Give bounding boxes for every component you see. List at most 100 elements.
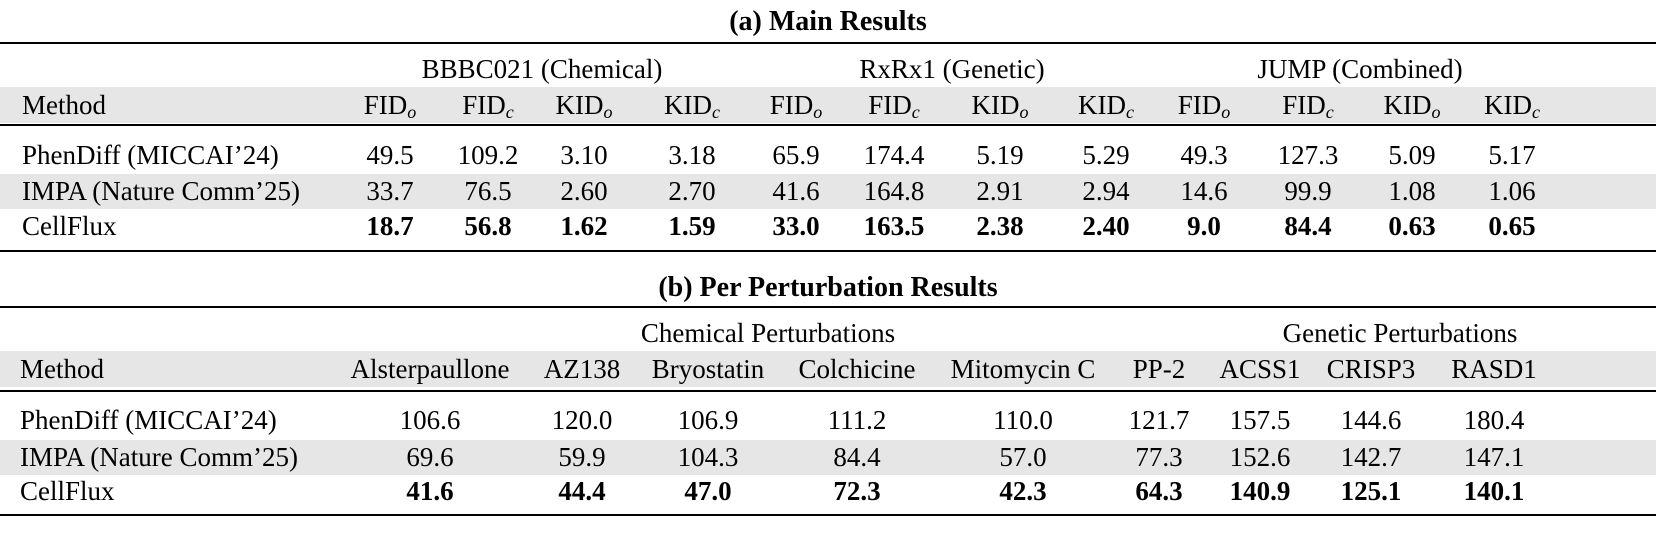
table-b-top-rule — [0, 306, 1656, 308]
metric-subscript: o — [603, 102, 613, 122]
table-b-value-cell: 104.3 — [677, 442, 739, 472]
table-a-value-cell: 3.18 — [668, 140, 716, 170]
table-b-value-cell: 121.7 — [1128, 405, 1190, 435]
metric-base: FID — [868, 90, 912, 120]
metric-base: KID — [971, 90, 1020, 120]
table-a-group-rxrx1: RxRx1 (Genetic) — [859, 54, 1045, 84]
table-b-value-cell: 142.7 — [1340, 442, 1402, 472]
table-a-value-cell: 18.7 — [366, 211, 414, 241]
table-a-metric-header: KIDo — [950, 88, 1050, 122]
table-b-value-cell: 111.2 — [827, 405, 887, 435]
table-a-value-cell: 99.9 — [1284, 176, 1332, 206]
table-a-group-bbbc021: BBBC021 (Chemical) — [421, 54, 663, 84]
table-a-metric-header: FIDo — [1154, 88, 1254, 122]
table-b-method-header: Method — [20, 354, 104, 384]
metric-base: FID — [769, 90, 814, 120]
table-a-method-cell: PhenDiff (MICCAI’24) — [22, 140, 279, 170]
table-b-value-cell: 42.3 — [999, 476, 1047, 506]
metric-subscript: o — [1221, 102, 1231, 122]
table-a-value-cell: 33.0 — [772, 211, 820, 241]
table-a-value-cell: 3.10 — [560, 140, 608, 170]
table-b-header-rule — [0, 390, 1656, 392]
table-a-value-cell: 0.63 — [1388, 211, 1436, 241]
table-a-value-cell: 84.4 — [1284, 211, 1332, 241]
table-b-value-cell: 180.4 — [1463, 405, 1525, 435]
table-a-value-cell: 2.38 — [976, 211, 1024, 241]
metric-base: KID — [555, 90, 604, 120]
table-a-value-cell: 41.6 — [772, 176, 820, 206]
table-a-value-cell: 33.7 — [366, 176, 414, 206]
table-b-method-cell: CellFlux — [20, 476, 115, 506]
table-b-value-cell: 144.6 — [1340, 405, 1402, 435]
table-a-metric-header: FIDo — [746, 88, 846, 122]
table-a-value-cell: 49.5 — [366, 140, 414, 170]
table-a-title: (a) Main Results — [729, 6, 927, 37]
table-a-metric-header: KIDo — [1362, 88, 1462, 122]
table-a-value-cell: 127.3 — [1277, 140, 1339, 170]
table-a-value-cell: 49.3 — [1180, 140, 1228, 170]
table-a-value-cell: 2.70 — [668, 176, 716, 206]
table-b-column-header: Bryostatin — [651, 354, 765, 384]
table-b-bottom-rule — [0, 514, 1656, 516]
table-a-row-band — [0, 174, 1656, 209]
metric-subscript: o — [813, 102, 823, 122]
metric-base: KID — [1484, 90, 1532, 120]
metric-subscript: o — [407, 102, 417, 122]
table-a-value-cell: 1.06 — [1488, 176, 1536, 206]
table-b-column-header: AZ138 — [543, 354, 621, 384]
table-b-value-cell: 152.6 — [1229, 442, 1291, 472]
table-a-top-rule — [0, 42, 1656, 44]
table-a-value-cell: 2.40 — [1082, 211, 1130, 241]
table-b-value-cell: 157.5 — [1229, 405, 1291, 435]
table-b-value-cell: 64.3 — [1135, 476, 1183, 506]
metric-subscript: o — [1019, 102, 1029, 122]
table-b-value-cell: 77.3 — [1135, 442, 1183, 472]
table-b-row-band — [0, 440, 1656, 475]
metric-base: FID — [1282, 90, 1326, 120]
table-b-column-header: PP-2 — [1132, 354, 1186, 384]
table-b-group-genetic: Genetic Perturbations — [1282, 318, 1518, 348]
table-a-metric-header: FIDc — [438, 88, 538, 122]
table-a-value-cell: 1.08 — [1388, 176, 1436, 206]
table-a-value-cell: 5.09 — [1388, 140, 1436, 170]
table-a-value-cell: 163.5 — [863, 211, 925, 241]
metric-subscript: c — [505, 102, 514, 122]
table-a-value-cell: 56.8 — [464, 211, 512, 241]
table-b-value-cell: 147.1 — [1463, 442, 1525, 472]
table-a-value-cell: 109.2 — [457, 140, 519, 170]
table-a-value-cell: 2.60 — [560, 176, 608, 206]
table-b-column-header: ACSS1 — [1219, 354, 1301, 384]
table-a-value-cell: 2.94 — [1082, 176, 1130, 206]
table-b-column-header: CRISP3 — [1326, 354, 1416, 384]
table-a-value-cell: 5.19 — [976, 140, 1024, 170]
table-a-metric-header: FIDo — [340, 88, 440, 122]
table-a-method-header: Method — [22, 90, 106, 120]
table-b-value-cell: 69.6 — [406, 442, 454, 472]
metric-subscript: c — [1126, 102, 1134, 122]
table-b-value-cell: 72.3 — [833, 476, 881, 506]
table-b-value-cell: 57.0 — [999, 442, 1047, 472]
table-a-metric-header: KIDc — [1056, 88, 1156, 122]
table-a-value-cell: 174.4 — [863, 140, 925, 170]
table-a-value-cell: 5.17 — [1488, 140, 1536, 170]
table-a-value-cell: 2.91 — [976, 176, 1024, 206]
table-b-value-cell: 47.0 — [684, 476, 732, 506]
table-a-value-cell: 76.5 — [464, 176, 512, 206]
table-a-bottom-rule — [0, 250, 1656, 252]
table-a-metric-header: KIDo — [534, 88, 634, 122]
table-b-column-header: Colchicine — [798, 354, 916, 384]
table-b-value-cell: 44.4 — [558, 476, 606, 506]
table-a-value-cell: 1.62 — [560, 211, 608, 241]
table-a-method-cell: IMPA (Nature Comm’25) — [22, 176, 300, 206]
table-a-value-cell: 5.29 — [1082, 140, 1130, 170]
metric-base: FID — [1177, 90, 1222, 120]
table-b-value-cell: 59.9 — [558, 442, 606, 472]
metric-base: KID — [1078, 90, 1126, 120]
metric-base: KID — [664, 90, 712, 120]
table-b-value-cell: 110.0 — [993, 405, 1053, 435]
table-b-value-cell: 106.6 — [399, 405, 461, 435]
metric-base: FID — [462, 90, 506, 120]
table-a-header-band — [0, 87, 1656, 123]
table-a-metric-header: FIDc — [1258, 88, 1358, 122]
table-a-value-cell: 65.9 — [772, 140, 820, 170]
